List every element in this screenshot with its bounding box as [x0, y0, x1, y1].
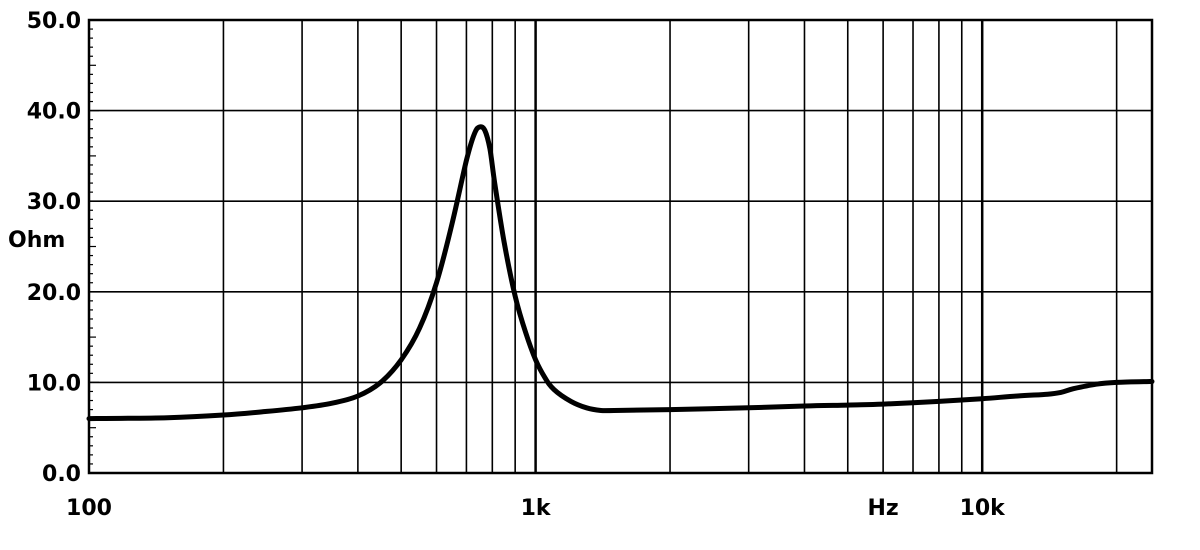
y-tick-label: 50.0 [27, 9, 81, 34]
y-axis-label: Ohm [8, 228, 65, 253]
plot-frame [87, 18, 1154, 475]
y-tick-label: 20.0 [27, 281, 81, 306]
x-tick-labels: 100 1k 10k [66, 496, 1006, 521]
y-tick-label: 30.0 [27, 190, 81, 215]
y-tick-labels: 0.0 10.0 20.0 30.0 40.0 50.0 [27, 9, 81, 487]
x-tick-label: 1k [521, 496, 552, 521]
y-tick-label: 0.0 [42, 462, 81, 487]
x-axis-label: Hz [868, 496, 899, 521]
impedance-curve [86, 124, 1155, 422]
x-tick-label: 10k [960, 496, 1007, 521]
x-tick-label: 100 [66, 496, 112, 521]
y-minor-ticks [89, 19, 99, 474]
y-tick-label: 40.0 [27, 100, 81, 125]
grid-layer [89, 20, 1152, 473]
y-tick-label: 10.0 [27, 371, 81, 396]
